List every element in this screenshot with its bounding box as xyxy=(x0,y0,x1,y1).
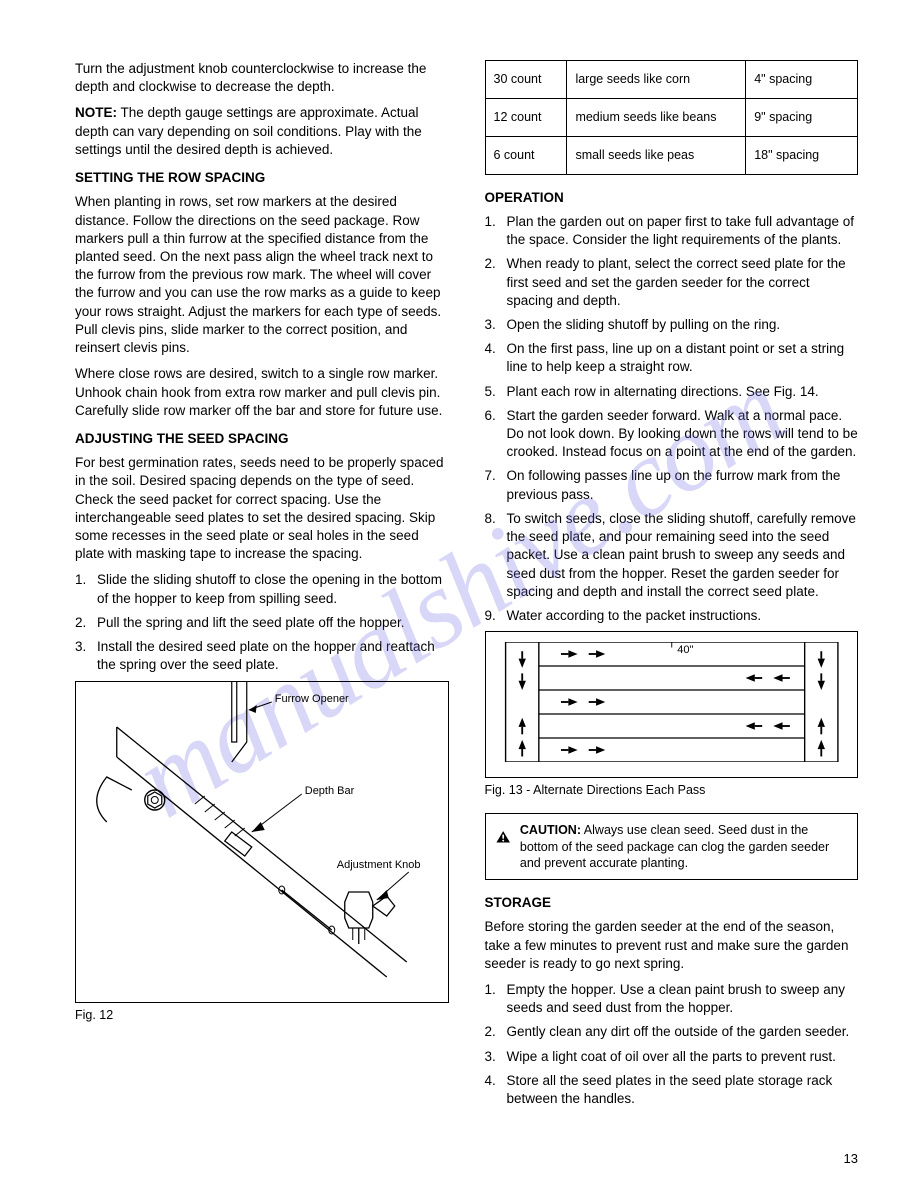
figure-12-caption: Fig. 12 xyxy=(75,1007,449,1024)
label-depth-bar: Depth Bar xyxy=(305,785,355,797)
cell-count: 6 count xyxy=(485,136,567,174)
cell-spacing: 9" spacing xyxy=(746,98,858,136)
cell-spacing: 4" spacing xyxy=(746,61,858,99)
cell-spacing: 18" spacing xyxy=(746,136,858,174)
label-adjustment-knob: Adjustment Knob xyxy=(337,859,421,871)
heading-operation: OPERATION xyxy=(485,189,859,207)
step-number: 3. xyxy=(75,638,97,674)
table-row: 6 count small seeds like peas 18" spacin… xyxy=(485,136,858,174)
page-number: 13 xyxy=(844,1151,858,1166)
note-text: The depth gauge settings are approximate… xyxy=(75,105,422,156)
figure-12-box: Furrow Opener Depth Bar Adjustment Knob xyxy=(75,681,449,1003)
note-label: NOTE: xyxy=(75,105,117,120)
label-furrow-opener: Furrow Opener xyxy=(275,693,349,705)
step-number: 9. xyxy=(485,607,507,625)
step-text: On following passes line up on the furro… xyxy=(507,467,859,503)
cell-count: 30 count xyxy=(485,61,567,99)
label-40in: 40" xyxy=(677,644,693,656)
op-step-8: 8.To switch seeds, close the sliding shu… xyxy=(485,510,859,601)
op-step-2: 2.When ready to plant, select the correc… xyxy=(485,255,859,310)
step-number: 3. xyxy=(485,1048,507,1066)
figure-13-svg: 40" xyxy=(502,642,842,762)
step-text: Plan the garden out on paper first to ta… xyxy=(507,213,859,249)
manual-page: manualshive.com Turn the adjustment knob… xyxy=(0,0,918,1188)
step-text: Empty the hopper. Use a clean paint brus… xyxy=(507,981,859,1017)
cell-count: 12 count xyxy=(485,98,567,136)
step-1: 1. Slide the sliding shutoff to close th… xyxy=(75,571,449,607)
step-text: Install the desired seed plate on the ho… xyxy=(97,638,449,674)
heading-storage: STORAGE xyxy=(485,894,859,912)
caution-text-wrap: CAUTION: Always use clean seed. Seed dus… xyxy=(520,822,847,871)
step-number: 2. xyxy=(485,255,507,310)
step-2: 2. Pull the spring and lift the seed pla… xyxy=(75,614,449,632)
step-text: Plant each row in alternating directions… xyxy=(507,383,859,401)
table-row: 30 count large seeds like corn 4" spacin… xyxy=(485,61,858,99)
cell-desc: large seeds like corn xyxy=(567,61,746,99)
step-number: 4. xyxy=(485,340,507,376)
step-text: Pull the spring and lift the seed plate … xyxy=(97,614,449,632)
caution-box: CAUTION: Always use clean seed. Seed dus… xyxy=(485,813,859,880)
note-paragraph: NOTE: The depth gauge settings are appro… xyxy=(75,104,449,159)
figure-12-svg: Furrow Opener Depth Bar Adjustment Knob xyxy=(76,682,448,1002)
para-adjustment: Turn the adjustment knob counterclockwis… xyxy=(75,60,449,96)
step-number: 5. xyxy=(485,383,507,401)
op-step-9: 9.Water according to the packet instruct… xyxy=(485,607,859,625)
st-step-4: 4.Store all the seed plates in the seed … xyxy=(485,1072,859,1108)
left-column: Turn the adjustment knob counterclockwis… xyxy=(75,60,449,1114)
step-text: When ready to plant, select the correct … xyxy=(507,255,859,310)
step-text: Start the garden seeder forward. Walk at… xyxy=(507,407,859,462)
op-step-5: 5.Plant each row in alternating directio… xyxy=(485,383,859,401)
step-text: Gently clean any dirt off the outside of… xyxy=(507,1023,859,1041)
step-text: Open the sliding shutoff by pulling on t… xyxy=(507,316,859,334)
step-number: 1. xyxy=(485,213,507,249)
st-step-2: 2.Gently clean any dirt off the outside … xyxy=(485,1023,859,1041)
op-step-1: 1.Plan the garden out on paper first to … xyxy=(485,213,859,249)
step-text: Slide the sliding shutoff to close the o… xyxy=(97,571,449,607)
op-step-6: 6.Start the garden seeder forward. Walk … xyxy=(485,407,859,462)
step-number: 3. xyxy=(485,316,507,334)
step-number: 7. xyxy=(485,467,507,503)
heading-row-spacing: SETTING THE ROW SPACING xyxy=(75,169,449,187)
st-step-1: 1.Empty the hopper. Use a clean paint br… xyxy=(485,981,859,1017)
step-text: Water according to the packet instructio… xyxy=(507,607,859,625)
two-column-layout: Turn the adjustment knob counterclockwis… xyxy=(75,60,858,1114)
op-step-3: 3.Open the sliding shutoff by pulling on… xyxy=(485,316,859,334)
storage-intro: Before storing the garden seeder at the … xyxy=(485,918,859,973)
op-step-7: 7.On following passes line up on the fur… xyxy=(485,467,859,503)
step-text: Store all the seed plates in the seed pl… xyxy=(507,1072,859,1108)
step-number: 1. xyxy=(485,981,507,1017)
step-3: 3. Install the desired seed plate on the… xyxy=(75,638,449,674)
step-number: 2. xyxy=(485,1023,507,1041)
heading-seed-spacing: ADJUSTING THE SEED SPACING xyxy=(75,430,449,448)
op-step-4: 4.On the first pass, line up on a distan… xyxy=(485,340,859,376)
warning-icon xyxy=(496,822,510,852)
table-row: 12 count medium seeds like beans 9" spac… xyxy=(485,98,858,136)
right-column: 30 count large seeds like corn 4" spacin… xyxy=(485,60,859,1114)
step-number: 6. xyxy=(485,407,507,462)
figure-13-caption: Fig. 13 - Alternate Directions Each Pass xyxy=(485,782,859,799)
step-text: To switch seeds, close the sliding shuto… xyxy=(507,510,859,601)
seed-spacing-text: For best germination rates, seeds need t… xyxy=(75,454,449,563)
step-number: 2. xyxy=(75,614,97,632)
figure-13-box: 40" xyxy=(485,631,859,778)
step-number: 8. xyxy=(485,510,507,601)
cell-desc: small seeds like peas xyxy=(567,136,746,174)
step-number: 4. xyxy=(485,1072,507,1108)
caution-label: CAUTION: xyxy=(520,823,581,837)
cell-desc: medium seeds like beans xyxy=(567,98,746,136)
seed-plate-table: 30 count large seeds like corn 4" spacin… xyxy=(485,60,859,175)
step-text: On the first pass, line up on a distant … xyxy=(507,340,859,376)
step-text: Wipe a light coat of oil over all the pa… xyxy=(507,1048,859,1066)
st-step-3: 3.Wipe a light coat of oil over all the … xyxy=(485,1048,859,1066)
row-spacing-text: When planting in rows, set row markers a… xyxy=(75,193,449,357)
single-row-marker: Where close rows are desired, switch to … xyxy=(75,365,449,420)
step-number: 1. xyxy=(75,571,97,607)
